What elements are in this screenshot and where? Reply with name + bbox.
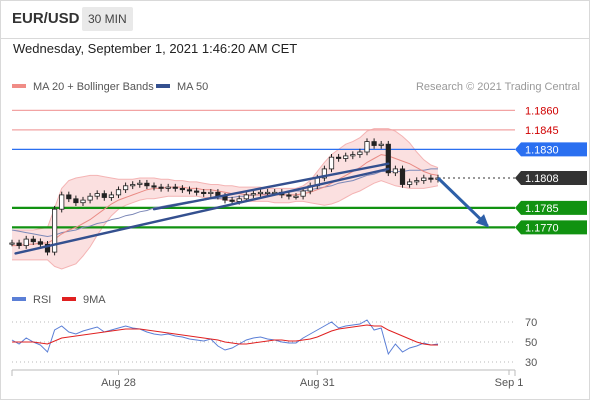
level-tag-bg-2 (515, 142, 587, 157)
bollinger-upper-line (12, 128, 439, 231)
level-tag-1: 1.1845 (525, 125, 559, 137)
rsi-legend: RSI 9MA (12, 294, 106, 306)
price-candle (80, 199, 86, 204)
rsi-tick-1: 50 (525, 337, 537, 349)
price-candle (392, 168, 399, 174)
ma20-line (12, 154, 439, 247)
price-candle (144, 182, 150, 187)
price-candle (399, 168, 406, 185)
price-candle (371, 141, 377, 146)
price-candle (414, 180, 420, 183)
price-candle (328, 156, 335, 170)
timeframe-badge[interactable]: 30 MIN (82, 7, 133, 31)
level-tag-2: 1.1830 (525, 144, 559, 156)
rsi-tick-0: 70 (525, 317, 537, 329)
price-legend: MA 20 + Bollinger Bands MA 50 (12, 81, 208, 93)
price-candle (151, 185, 157, 188)
level-tag-bg-4 (515, 200, 587, 215)
price-candle (137, 182, 143, 185)
price-candle (236, 198, 242, 202)
price-candle (293, 195, 299, 198)
trendline-0 (14, 167, 390, 255)
rsi-ma9-line (12, 324, 438, 346)
price-candle (44, 243, 51, 253)
price-candle (208, 191, 214, 195)
chart-header: EUR/USD 30 MIN (0, 0, 590, 39)
price-panel: 1.1860 1.1845 1.1830 1.1808 1.1785 1.1770 (9, 105, 587, 270)
x-tick-label-0: Aug 28 (101, 377, 136, 389)
price-candle (286, 194, 292, 197)
level-tag-3: 1.1808 (525, 173, 559, 185)
price-candle (364, 141, 370, 153)
price-candle (229, 199, 235, 202)
price-candle (243, 194, 249, 200)
price-candle (165, 186, 171, 189)
price-candle (343, 155, 349, 159)
legend-swatch-0 (12, 84, 26, 88)
price-candle (193, 190, 200, 193)
instrument-title: EUR/USD (12, 10, 80, 27)
trendline-1 (152, 162, 390, 211)
price-candle (87, 195, 93, 201)
price-candle (30, 238, 36, 243)
price-candle (201, 191, 207, 195)
rsi-tick-2: 30 (525, 357, 537, 369)
price-candle (357, 151, 363, 155)
price-candle (52, 208, 58, 253)
price-candle (101, 193, 107, 198)
price-candle (123, 185, 129, 191)
level-tag-5: 1.1770 (525, 222, 559, 234)
price-candle (406, 181, 413, 185)
price-candle (385, 143, 391, 174)
legend-swatch-1 (156, 84, 170, 88)
price-candle (335, 156, 342, 159)
price-candle (16, 242, 22, 246)
price-candle (94, 193, 100, 197)
projection-arrow-head (475, 214, 490, 228)
level-tag-bg-5 (515, 220, 587, 235)
rsi-line (11, 319, 439, 356)
rsi-legend-swatch-0 (12, 297, 26, 301)
price-candle (23, 238, 29, 247)
rsi-legend-label-0: RSI (33, 294, 51, 306)
level-tag-0: 1.1860 (525, 105, 559, 117)
price-candle (421, 177, 427, 181)
level-tag-4: 1.1785 (525, 203, 559, 215)
copyright-text: Research © 2021 Trading Central (416, 81, 580, 93)
price-candles (9, 138, 441, 256)
rsi-legend-swatch-1 (62, 297, 76, 301)
price-candle (250, 193, 256, 196)
legend-label-1: MA 50 (177, 81, 208, 93)
x-tick-label-2: Sep 1 (495, 377, 524, 389)
price-candle (378, 143, 384, 146)
level-tag-bg-3 (515, 171, 587, 185)
rsi-panel: 70 50 30 (11, 317, 537, 369)
price-candle (158, 186, 164, 189)
price-candle (300, 190, 306, 197)
price-candle (186, 189, 193, 192)
price-candle (257, 191, 264, 195)
price-candle (108, 194, 114, 198)
price-candle (66, 194, 72, 200)
price-candle (37, 241, 44, 245)
legend-label-0: MA 20 + Bollinger Bands (33, 81, 154, 93)
price-candle (115, 189, 122, 196)
price-candle (264, 191, 271, 194)
price-candle (321, 168, 328, 179)
price-candle (179, 187, 185, 191)
x-tick-label-1: Aug 31 (300, 377, 335, 389)
rsi-legend-label-1: 9MA (83, 294, 106, 306)
x-axis: Aug 28 Aug 31 Sep 1 (11, 369, 524, 389)
price-candle (130, 184, 136, 187)
price-candle (428, 177, 434, 180)
price-candle (73, 198, 79, 204)
price-candle (172, 186, 178, 189)
chart-datetime: Wednesday, September 1, 2021 1:46:20 AM … (13, 41, 298, 56)
price-candle (9, 242, 15, 245)
price-candle (350, 154, 356, 157)
projection-arrow-shaft (436, 176, 489, 228)
price-candle (59, 194, 65, 210)
